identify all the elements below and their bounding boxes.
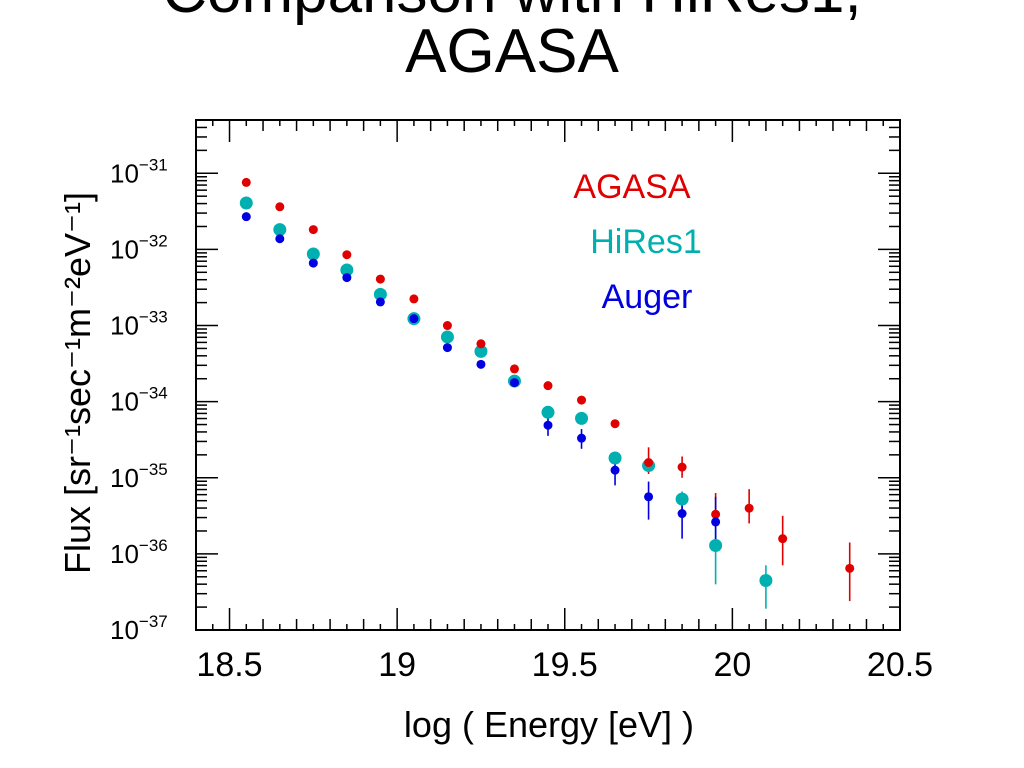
chart-title: Comparison with HiRes1, AGASA xyxy=(0,0,1024,88)
data-point xyxy=(375,274,385,284)
y-tick-label: 10−35 xyxy=(110,460,168,493)
data-point xyxy=(342,250,352,260)
data-point xyxy=(577,433,587,443)
data-point xyxy=(306,247,320,261)
data-point xyxy=(509,378,519,388)
data-point xyxy=(845,563,855,573)
y-tick-label: 10−37 xyxy=(110,612,168,645)
data-point xyxy=(709,539,723,553)
data-point xyxy=(610,419,620,429)
data-point xyxy=(541,405,555,419)
data-point xyxy=(476,339,486,349)
x-tick-label: 20 xyxy=(713,646,751,684)
data-point xyxy=(273,223,287,237)
data-point xyxy=(409,294,419,304)
legend-entry: AGASA xyxy=(573,168,690,206)
data-point xyxy=(711,517,721,527)
x-tick-label: 19 xyxy=(378,646,416,684)
data-point xyxy=(241,177,251,187)
y-tick-label: 10−31 xyxy=(110,155,168,188)
data-point xyxy=(409,314,419,324)
error-bars xyxy=(547,415,851,609)
data-point xyxy=(275,234,285,244)
data-point xyxy=(677,509,687,519)
data-point xyxy=(308,258,318,268)
y-tick-label: 10−32 xyxy=(110,231,168,264)
data-points xyxy=(239,177,855,588)
x-tick-label: 18.5 xyxy=(196,646,262,684)
data-point xyxy=(442,321,452,331)
y-tick-label: 10−36 xyxy=(110,536,168,569)
data-point xyxy=(342,273,352,283)
data-point xyxy=(373,287,387,301)
y-tick-label: 10−33 xyxy=(110,308,168,341)
data-point xyxy=(610,465,620,475)
data-point xyxy=(275,202,285,212)
plot-frame xyxy=(195,119,901,631)
data-point xyxy=(442,343,452,353)
data-point xyxy=(543,381,553,391)
data-point xyxy=(509,364,519,374)
y-axis-label: Flux [sr⁻¹sec⁻¹m⁻²eV⁻¹] xyxy=(57,192,98,574)
data-point xyxy=(241,212,251,222)
y-tick-label: 10−34 xyxy=(110,384,168,417)
data-point xyxy=(340,263,354,277)
data-point xyxy=(759,574,773,588)
data-point xyxy=(608,451,622,465)
x-tick-label: 19.5 xyxy=(532,646,598,684)
legend: AGASA HiRes1 Auger xyxy=(573,168,701,316)
data-point xyxy=(239,196,253,210)
chart-title-line-1: Comparison with HiRes1, xyxy=(0,0,1024,23)
legend-entry: Auger xyxy=(602,278,693,316)
y-tick-labels: 10−31 10−32 10−33 10−34 10−35 10−36 10−37 xyxy=(110,155,168,645)
data-point xyxy=(644,458,654,468)
data-point xyxy=(308,225,318,235)
data-point xyxy=(711,509,721,519)
x-tick-label: 20.5 xyxy=(867,646,933,684)
major-ticks xyxy=(196,120,901,631)
data-point xyxy=(577,395,587,405)
data-point xyxy=(543,420,553,430)
data-point xyxy=(440,330,454,344)
data-point xyxy=(375,297,385,307)
data-point xyxy=(644,492,654,502)
chart-title-line-2: AGASA xyxy=(405,17,619,86)
legend-entry: HiRes1 xyxy=(590,223,701,261)
data-point xyxy=(476,359,486,369)
x-tick-labels: 18.5 19 19.5 20 20.5 xyxy=(196,646,933,684)
data-point xyxy=(675,492,689,506)
minor-ticks xyxy=(195,119,900,630)
data-point xyxy=(677,462,687,472)
x-axis-label: log ( Energy [eV] ) xyxy=(404,704,694,745)
data-point xyxy=(474,344,488,358)
data-point xyxy=(778,534,788,544)
data-point xyxy=(575,411,589,425)
data-point xyxy=(744,503,754,513)
